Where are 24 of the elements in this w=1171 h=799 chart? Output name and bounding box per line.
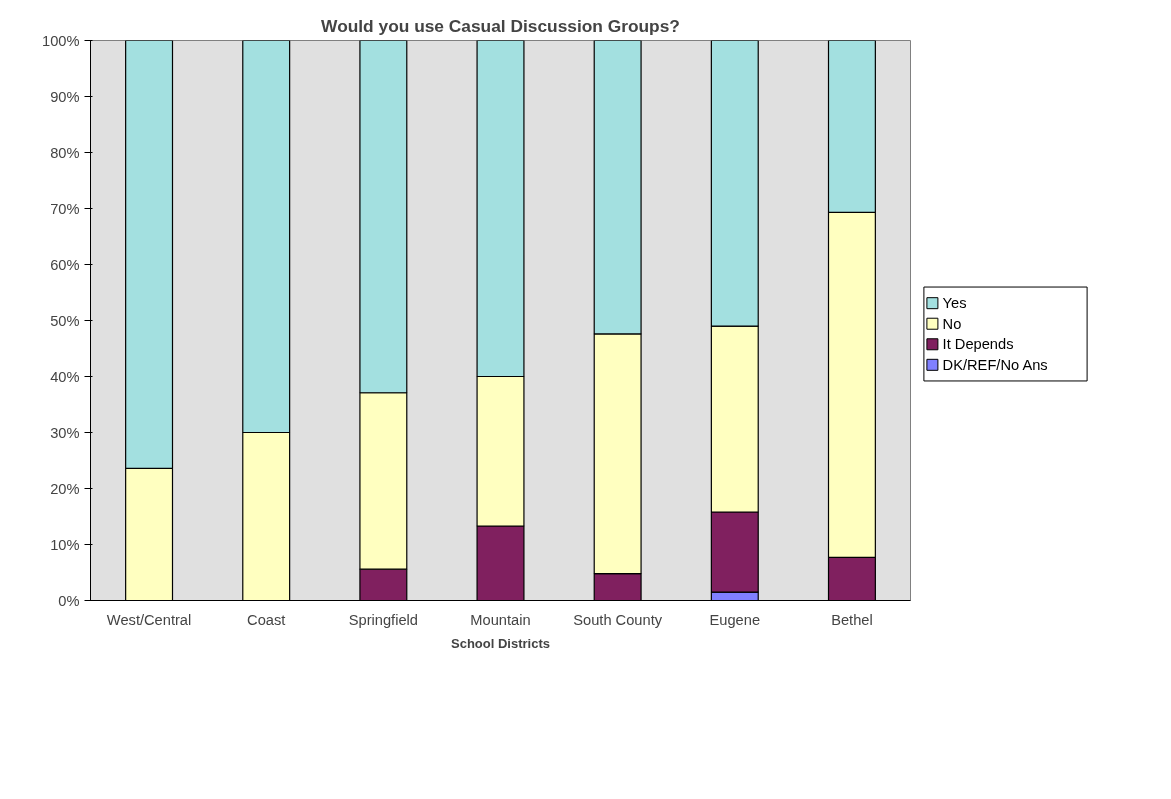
x-tick-label: Coast: [247, 611, 286, 628]
y-tick-label: 0%: [58, 592, 80, 609]
x-tick-label: Bethel: [831, 611, 873, 628]
x-axis-title: School Districts: [451, 635, 550, 651]
y-tick-label: 60%: [50, 256, 80, 273]
y-tick-label: 50%: [50, 312, 80, 329]
chart-title: Would you use Casual Discussion Groups?: [321, 15, 680, 36]
x-tick-label: South County: [573, 611, 663, 628]
legend-label: DK/REF/No Ans: [942, 356, 1048, 373]
legend-label: It Depends: [942, 336, 1014, 353]
y-tick-label: 40%: [50, 368, 80, 385]
x-tick-label: Springfield: [348, 611, 418, 628]
legend-label: Yes: [942, 295, 967, 312]
y-tick-label: 100%: [42, 32, 80, 49]
y-tick-label: 20%: [50, 480, 80, 497]
legend-label: No: [942, 315, 962, 332]
x-tick-label: Mountain: [470, 611, 531, 628]
y-tick-label: 10%: [50, 536, 80, 553]
x-tick-label: Eugene: [709, 611, 761, 628]
y-tick-label: 90%: [50, 88, 80, 105]
y-tick-label: 80%: [50, 144, 80, 161]
x-tick-label: West/Central: [106, 611, 192, 628]
y-tick-label: 70%: [50, 200, 80, 217]
y-tick-label: 30%: [50, 424, 80, 441]
